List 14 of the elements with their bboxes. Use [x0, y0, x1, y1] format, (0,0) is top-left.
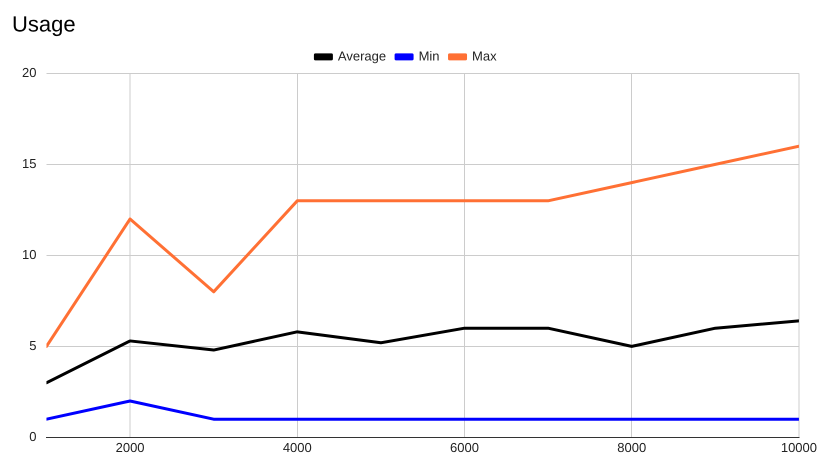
y-tick-label: 0 — [29, 428, 36, 444]
y-tick-label: 5 — [29, 338, 36, 353]
x-tick-label: 8000 — [617, 440, 646, 455]
x-tick-label: 6000 — [450, 440, 479, 455]
y-tick-label: 15 — [22, 156, 36, 171]
y-tick-label: 10 — [22, 246, 36, 262]
legend-label: Max — [472, 48, 498, 64]
legend-label: Average — [338, 48, 386, 64]
x-tick-label: 2000 — [116, 440, 145, 455]
chart-title: Usage — [12, 11, 76, 36]
x-tick-label: 4000 — [282, 440, 312, 455]
x-tick-label: 10000 — [780, 440, 818, 455]
y-tick-label: 20 — [22, 64, 36, 80]
legend-label: Min — [418, 48, 440, 64]
